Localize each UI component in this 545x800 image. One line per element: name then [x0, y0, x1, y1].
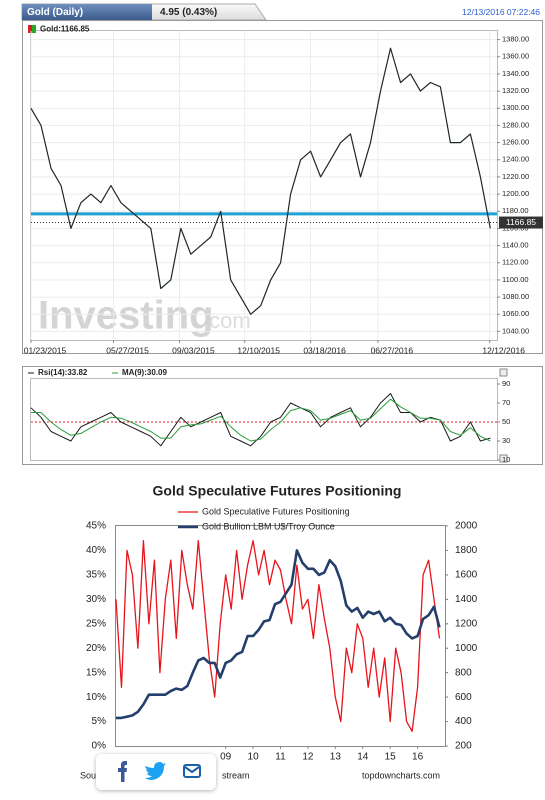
y-tick-label: 1060.00	[502, 309, 529, 318]
price-change: 4.95 (0.43%)	[160, 7, 217, 18]
series-line	[116, 549, 441, 720]
y2-tick-label: 2000	[455, 521, 478, 532]
y-tick-label: 30	[502, 436, 510, 445]
panel-button[interactable]	[499, 454, 508, 463]
y-tick-label: 40%	[86, 545, 106, 556]
legend-icon	[28, 25, 32, 33]
panel-button[interactable]	[499, 368, 508, 377]
y2-tick-label: 600	[455, 692, 472, 703]
y-tick-label: 1200.00	[502, 189, 529, 198]
y-tick-label: 35%	[86, 570, 106, 581]
mail-button[interactable]	[183, 764, 201, 778]
watermark: Investing	[38, 294, 214, 338]
x-tick-label: 11	[275, 752, 286, 763]
y-tick-label: 1080.00	[502, 292, 529, 301]
y2-tick-label: 1400	[455, 594, 478, 605]
y2-tick-label: 1200	[455, 618, 478, 629]
x-tick-label: 09	[220, 752, 232, 763]
rsi-panel	[22, 366, 543, 465]
series-line	[115, 540, 441, 732]
y2-tick-label: 200	[455, 741, 472, 752]
x-tick-label: 16	[412, 752, 424, 763]
credit: topdowncharts.com	[362, 770, 440, 780]
x-tick-label: 01/23/2015	[24, 345, 67, 355]
y-tick-label: 30%	[86, 594, 106, 605]
y-tick-label: 20%	[86, 643, 106, 654]
chart-title: Gold (Daily)	[27, 7, 83, 18]
twitter-button[interactable]	[145, 762, 166, 780]
y-tick-label: 1240.00	[502, 155, 529, 164]
y-tick-label: 10	[502, 455, 510, 464]
y-tick-label: 1220.00	[502, 172, 529, 181]
legend-label: Gold Bullion LBM U$/Troy Ounce	[202, 521, 335, 531]
y2-tick-label: 1800	[455, 545, 478, 556]
y-tick-label: 1340.00	[502, 69, 529, 78]
y-tick-label: 10%	[86, 692, 106, 703]
x-tick-label: 05/27/2015	[106, 345, 149, 355]
series-line	[31, 398, 491, 442]
source: Sou	[80, 770, 96, 780]
legend-label: MA(9):30.09	[122, 368, 167, 377]
series-line	[30, 393, 491, 447]
y-tick-label: 1360.00	[502, 52, 529, 61]
x-tick-label: 15	[385, 752, 397, 763]
y-tick-label: 1040.00	[502, 326, 529, 335]
y-tick-label: 50	[502, 417, 510, 426]
share-bar	[96, 754, 216, 790]
y-tick-label: 1300.00	[502, 103, 529, 112]
y-tick-label: 1260.00	[502, 138, 529, 147]
facebook-button[interactable]	[118, 761, 127, 782]
x-tick-label: 13	[330, 752, 342, 763]
y-tick-label: 45%	[86, 521, 106, 532]
y-tick-label: 5%	[92, 716, 107, 727]
x-tick-label: 12/12/2016	[482, 345, 525, 355]
x-tick-label: 12/10/2015	[237, 345, 280, 355]
mail-icon[interactable]	[184, 766, 200, 774]
source: stream	[222, 770, 250, 780]
watermark: .com	[203, 308, 251, 333]
y2-tick-label: 1000	[455, 643, 478, 654]
x-tick-label: 10	[248, 752, 260, 763]
price-line	[30, 47, 491, 315]
x-tick-label: 06/27/2016	[371, 345, 414, 355]
timestamp: 12/13/2016 07:22:46	[462, 7, 540, 17]
y-tick-label: 1140.00	[502, 241, 529, 250]
main-panel	[22, 20, 543, 354]
header-tab	[22, 4, 152, 20]
legend: Gold:1166.85	[40, 25, 90, 34]
x-tick-label: 14	[357, 752, 369, 763]
y-tick-label: 1120.00	[502, 258, 529, 267]
y2-tick-label: 400	[455, 716, 472, 727]
legend-label: Rsi(14):33.82	[38, 368, 88, 377]
y-tick-label: 1100.00	[502, 275, 529, 284]
plot-frame	[115, 525, 446, 747]
legend-icon	[32, 25, 36, 33]
y2-tick-label: 1600	[455, 570, 478, 581]
y-tick-label: 25%	[86, 618, 106, 629]
y-tick-label: 1380.00	[502, 35, 529, 44]
y-tick-label: 1280.00	[502, 120, 529, 129]
y-tick-label: 1320.00	[502, 86, 529, 95]
x-tick-label: 09/03/2015	[172, 345, 215, 355]
y-tick-label: 70	[502, 398, 510, 407]
legend-label: Gold Speculative Futures Positioning	[202, 506, 350, 516]
y2-tick-label: 800	[455, 667, 472, 678]
x-tick-label: 12	[302, 752, 314, 763]
rsi-frame	[30, 378, 498, 461]
y-tick-label: 1180.00	[502, 206, 529, 215]
y-tick-label: 90	[502, 379, 510, 388]
y-tick-label: 15%	[86, 667, 106, 678]
mail-icon[interactable]	[183, 764, 201, 778]
chart-title: Gold Speculative Futures Positioning	[153, 483, 402, 499]
last-price-tag	[499, 216, 543, 229]
last-price-label: 1166.85	[506, 217, 536, 227]
y-tick-label: 0%	[92, 741, 107, 752]
x-tick-label: 03/18/2016	[303, 345, 346, 355]
